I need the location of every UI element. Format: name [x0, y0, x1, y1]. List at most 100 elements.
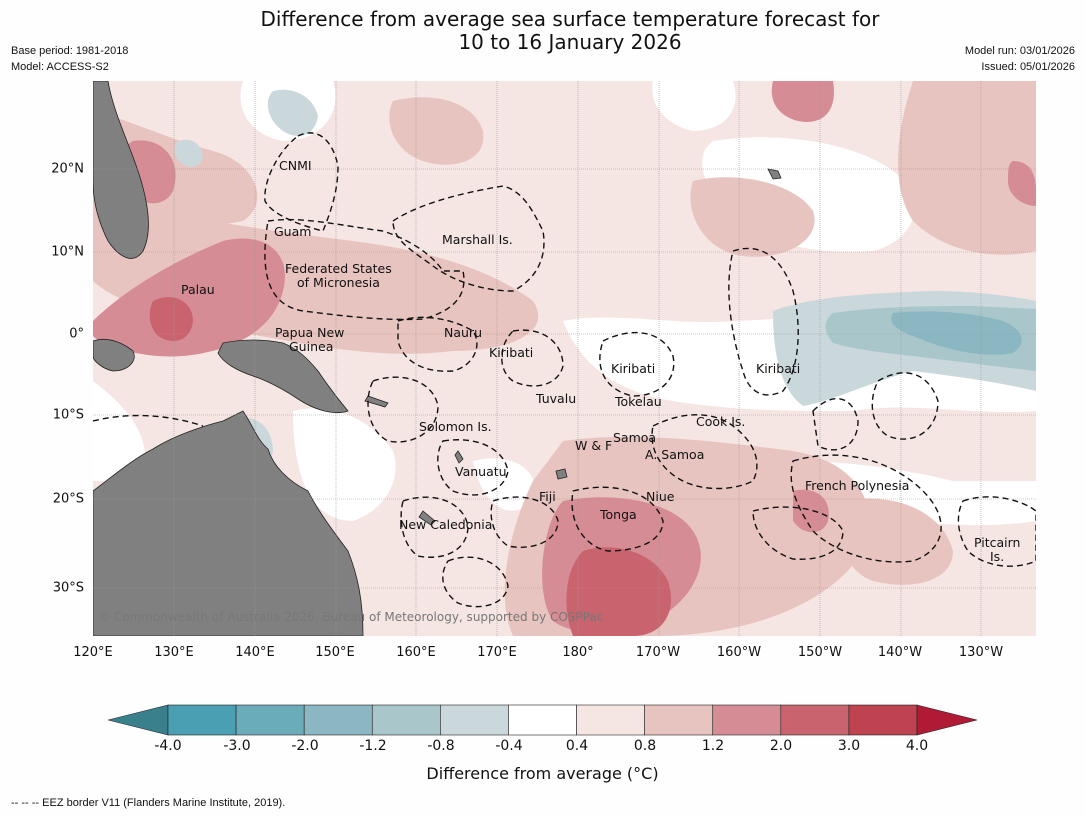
hawaii-land: [767, 168, 782, 180]
colorbar: [108, 704, 978, 736]
eez-borders: [93, 132, 1036, 608]
title-line-2: 10 to 16 January 2026: [458, 30, 682, 54]
new-caledonia-land: [418, 510, 436, 526]
colorbar-max-arrow: [916, 704, 978, 736]
colorbar-bin-9: [780, 704, 850, 736]
cb-tick-1: -3.0: [223, 738, 251, 754]
label-pitcairn-2: Is.: [990, 549, 1004, 564]
lon-label-140w: 140°W: [877, 645, 923, 660]
region-labels: CNMI Guam Marshall Is. Federated States …: [181, 158, 1020, 564]
label-samoa: Samoa: [613, 430, 656, 445]
lat-label-20s: 20°S: [52, 491, 84, 507]
issued-date: Issued: 05/01/2026: [981, 61, 1075, 73]
cb-tick-3: -1.2: [359, 738, 387, 754]
label-wallis-futuna: W & F: [575, 438, 612, 453]
colorbar-min-arrow: [108, 704, 169, 736]
cb-tick-10: 3.0: [837, 738, 861, 754]
label-nauru: Nauru: [444, 325, 482, 340]
colorbar-bin-3: [371, 704, 441, 736]
label-fsm-2: of Micronesia: [297, 275, 380, 290]
label-fsm-1: Federated States: [285, 261, 392, 276]
label-pitcairn-1: Pitcairn: [974, 535, 1020, 550]
lon-label-150e: 150°E: [315, 645, 355, 660]
lat-label-10s: 10°S: [52, 407, 84, 423]
label-palau: Palau: [181, 282, 215, 297]
copyright-notice: © Commonwealth of Australia 2026, Bureau…: [98, 610, 603, 624]
strong-warm-areas: [149, 297, 672, 636]
colorbar-bin-7: [644, 704, 714, 736]
label-guam: Guam: [274, 224, 311, 239]
colorbar-bin-4: [440, 704, 509, 736]
model-name: Model: ACCESS-S2: [11, 61, 109, 73]
colorbar-bin-0: [167, 704, 237, 736]
cb-tick-4: -0.8: [427, 738, 455, 754]
label-cook: Cook Is.: [696, 414, 745, 429]
title-line-1: Difference from average sea surface temp…: [260, 7, 880, 31]
lat-label-30s: 30°S: [52, 580, 84, 596]
meta-left: Base period: 1981-2018 Model: ACCESS-S2: [11, 43, 128, 75]
colorbar-label: Difference from average (°C): [426, 764, 659, 783]
colorbar-bin-2: [303, 704, 373, 736]
label-marshall: Marshall Is.: [442, 232, 513, 247]
base-period: Base period: 1981-2018: [11, 45, 129, 57]
borneo-sulawesi-land: [93, 338, 135, 372]
label-kiribati-west: Kiribati: [489, 345, 533, 360]
sst-anomaly-map: CNMI Guam Marshall Is. Federated States …: [93, 81, 1036, 636]
label-tuvalu: Tuvalu: [535, 391, 576, 406]
label-png-2: Guinea: [289, 339, 333, 354]
cb-tick-7: 0.8: [633, 738, 657, 754]
colorbar-bins: [167, 704, 918, 736]
lon-label-160w: 160°W: [716, 645, 762, 660]
lat-label-0: 0°: [69, 326, 84, 342]
solomon-land: [364, 395, 389, 408]
label-kiribati-central: Kiribati: [611, 361, 655, 376]
lat-label-10n: 10°N: [51, 244, 84, 260]
lon-label-120e: 120°E: [73, 645, 113, 660]
label-american-samoa: A. Samoa: [645, 447, 704, 462]
colorbar-bin-6: [576, 704, 645, 736]
cb-tick-5: -0.4: [495, 738, 523, 754]
eez-footnote: -- -- -- EEZ border V11 (Flanders Marine…: [11, 797, 286, 809]
land-masses: [93, 81, 782, 636]
cb-tick-9: 2.0: [769, 738, 793, 754]
lon-label-130w: 130°W: [958, 645, 1004, 660]
meta-right: Model run: 03/01/2026 Issued: 05/01/2026: [965, 43, 1075, 75]
cb-tick-8: 1.2: [701, 738, 725, 754]
label-french-polynesia: French Polynesia: [805, 478, 909, 493]
map-title: Difference from average sea surface temp…: [0, 8, 1085, 54]
model-run: Model run: 03/01/2026: [964, 45, 1075, 57]
cb-tick-0: -4.0: [154, 738, 182, 754]
label-vanuatu: Vanuatu: [455, 464, 507, 479]
new-guinea-land: [217, 339, 349, 414]
label-fiji: Fiji: [539, 489, 556, 504]
lat-label-20n: 20°N: [51, 161, 84, 177]
colorbar-bin-5: [508, 704, 577, 736]
label-solomon: Solomon Is.: [419, 419, 492, 434]
label-niue: Niue: [646, 489, 675, 504]
lon-label-140e: 140°E: [235, 645, 275, 660]
label-new-caledonia: New Caledonia: [399, 517, 492, 532]
label-kiribati-east: Kiribati: [756, 361, 800, 376]
lon-label-160e: 160°E: [396, 645, 436, 660]
lon-label-180: 180°: [562, 645, 594, 660]
label-tonga: Tonga: [599, 507, 637, 522]
cb-tick-2: -2.0: [291, 738, 319, 754]
cb-tick-11: 4.0: [905, 738, 929, 754]
colorbar-bin-8: [712, 704, 782, 736]
label-cnmi: CNMI: [279, 158, 312, 173]
label-png-1: Papua New: [275, 325, 344, 340]
philippines-land: [93, 81, 149, 259]
vanuatu-land: [454, 450, 464, 464]
colorbar-bin-1: [235, 704, 305, 736]
label-tokelau: Tokelau: [614, 394, 662, 409]
lon-label-170e: 170°E: [477, 645, 517, 660]
graticule: [93, 81, 1036, 636]
lon-label-150w: 150°W: [797, 645, 843, 660]
australia-land: [93, 410, 364, 636]
colorbar-bin-10: [848, 704, 918, 736]
cb-tick-6: 0.4: [565, 738, 589, 754]
cool-anomaly-areas: [174, 89, 1036, 473]
fiji-land: [555, 468, 568, 480]
lon-label-170w: 170°W: [635, 645, 681, 660]
lon-label-130e: 130°E: [154, 645, 194, 660]
